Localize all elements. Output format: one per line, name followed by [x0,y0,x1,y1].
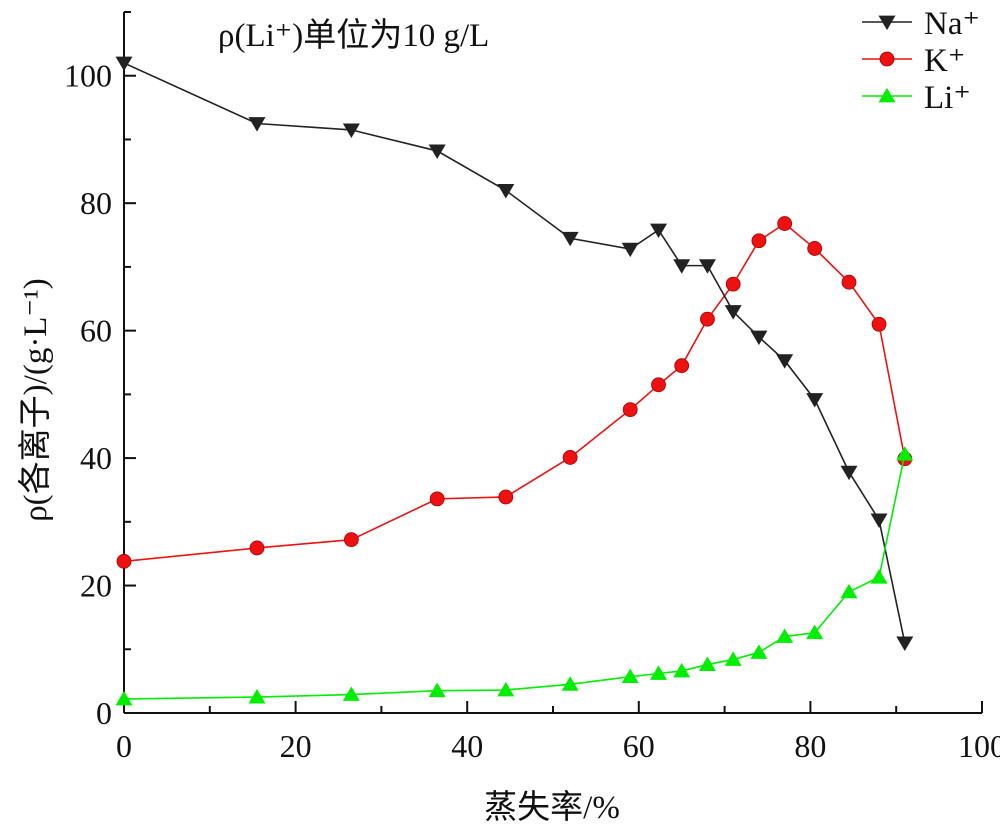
data-point [622,402,638,418]
data-point [650,665,668,680]
data-point [806,624,824,640]
data-point [871,316,887,332]
data-point [673,259,691,274]
data-point [342,686,360,701]
legend: Na⁺K⁺Li⁺ [862,6,980,116]
data-point [497,681,515,697]
x-tick-label: 60 [623,728,655,764]
y-tick-label: 20 [80,568,112,604]
data-point [724,305,742,320]
data-point [750,330,768,346]
data-point [698,259,716,274]
data-point [841,274,857,290]
series-0 [115,56,914,651]
legend-marker [879,51,895,67]
data-point [115,56,133,72]
data-point [498,489,514,505]
series-1 [116,216,913,569]
series-line [123,222,906,563]
data-point [674,358,690,374]
data-point [248,688,266,704]
series-2 [115,446,914,706]
x-tick-label: 40 [451,728,483,764]
x-tick-label: 20 [280,728,312,764]
data-point [621,668,639,684]
legend-marker [878,15,896,31]
x-axis-title: 蒸失率/% [484,789,620,826]
legend-label: K⁺ [924,43,965,79]
data-point [840,465,858,481]
x-tick-label: 80 [794,728,826,764]
data-point [673,662,691,678]
data-point [777,216,793,231]
data-point [249,540,265,556]
legend-marker [878,87,896,103]
data-point [724,651,742,666]
series-line [123,62,906,644]
data-point [561,676,579,691]
data-point [650,223,668,239]
data-point [750,644,768,659]
data-point [342,123,360,138]
data-point [561,231,579,247]
data-point [751,233,767,249]
data-point [725,276,741,292]
data-point [896,446,914,461]
data-point [840,583,858,599]
data-point [870,513,888,528]
data-point [896,636,914,651]
data-point [497,184,515,199]
y-tick-label: 80 [80,185,112,221]
data-point [429,491,445,507]
data-point [343,532,359,548]
legend-label: Na⁺ [924,6,980,42]
data-point [562,450,578,465]
x-tick-label: 0 [116,728,132,764]
data-point [428,682,446,698]
data-point [806,393,824,408]
data-point [700,311,715,327]
y-axis-title: ρ(各离子)/(g·L⁻¹) [17,278,54,522]
data-point [428,144,446,160]
y-tick-label: 40 [80,440,112,476]
data-point [116,553,132,569]
x-tick-label: 100 [958,728,1000,764]
data-point [248,117,266,132]
data-point [651,377,666,393]
data-point [776,628,794,643]
data-point [870,569,888,584]
y-tick-label: 0 [96,695,112,731]
y-tick-label: 60 [80,313,112,349]
data-point [621,242,639,258]
data-point [807,241,823,256]
y-tick-label: 100 [64,58,112,94]
data-point [115,690,133,706]
chart-annotation: ρ(Li⁺)单位为10 g/L [218,17,489,54]
legend-label: Li⁺ [924,80,971,116]
data-point [698,656,716,671]
data-point [776,354,794,369]
axes: 0 20 40 60 80 100 0 20 40 60 80 100 [64,11,1000,764]
series-layer [115,56,914,706]
